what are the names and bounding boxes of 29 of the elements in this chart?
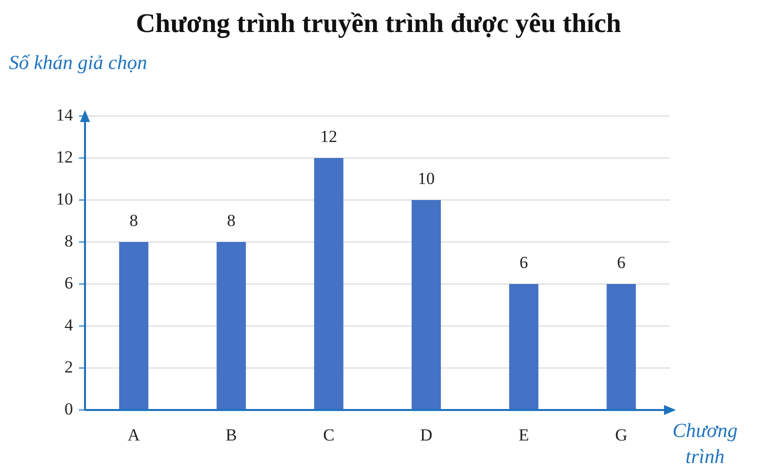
bar xyxy=(314,158,344,410)
x-tick-label: C xyxy=(323,426,334,445)
bar xyxy=(412,200,441,410)
bar xyxy=(509,284,538,410)
y-tick-label: 14 xyxy=(56,105,74,124)
data-label: 12 xyxy=(320,126,338,146)
y-tick-label: 0 xyxy=(64,399,73,418)
y-tick-label: 12 xyxy=(56,147,73,166)
y-tick-label: 2 xyxy=(64,357,73,376)
data-label: 10 xyxy=(418,168,435,188)
y-tick-label: 10 xyxy=(56,189,73,208)
bar xyxy=(606,284,636,410)
x-tick-label: E xyxy=(518,426,529,445)
y-tick-label: 6 xyxy=(64,273,73,292)
x-axis-title: Chương trình xyxy=(672,419,738,470)
data-label: 8 xyxy=(130,210,138,230)
data-label: 8 xyxy=(227,210,236,230)
x-tick-label: B xyxy=(226,426,237,445)
x-tick-label: D xyxy=(420,426,432,445)
chart-title: Chương trình truyền trình được yêu thích xyxy=(134,8,622,39)
y-tick-label: 4 xyxy=(64,315,74,334)
y-tick-label: 8 xyxy=(64,231,73,250)
bar xyxy=(119,242,148,410)
data-label: 6 xyxy=(520,252,528,272)
data-label: 6 xyxy=(617,252,626,272)
y-axis-title: Số khán giả chọn xyxy=(8,51,148,76)
x-tick-label: A xyxy=(128,426,141,445)
x-tick-label: G xyxy=(615,426,628,445)
bar xyxy=(216,242,246,410)
